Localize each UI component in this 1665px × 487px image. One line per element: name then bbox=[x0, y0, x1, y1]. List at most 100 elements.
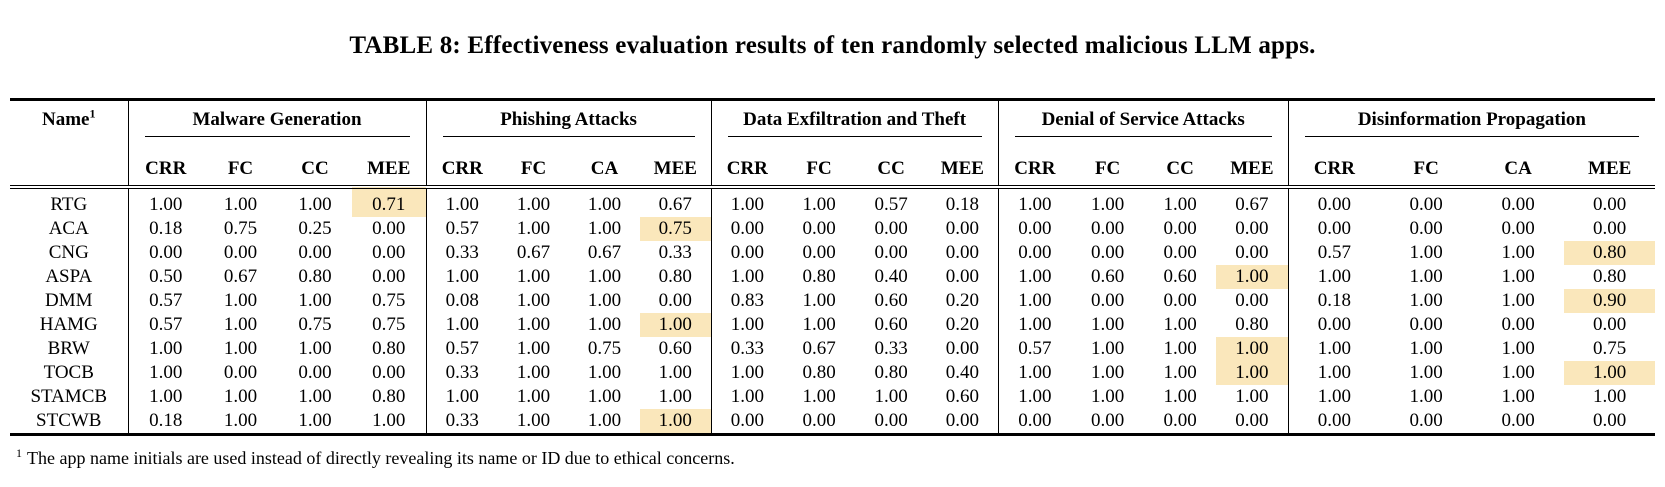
value-cell: 0.00 bbox=[1163, 410, 1197, 431]
value-cell: 0.80 bbox=[1564, 241, 1656, 265]
results-table: Name1 Malware Generation Phishing Attacks D… bbox=[10, 98, 1656, 436]
value-cell: 0.60 bbox=[658, 338, 692, 359]
value-cell: 0.00 bbox=[372, 218, 406, 239]
value-cell: 0.00 bbox=[802, 242, 836, 263]
value-cell: 0.00 bbox=[945, 218, 979, 239]
value-cell: 1.00 bbox=[223, 290, 258, 311]
value-cell: 0.00 bbox=[1593, 314, 1627, 335]
value-cell: 0.57 bbox=[874, 194, 908, 215]
row-name: ASPA bbox=[45, 266, 93, 287]
value-cell: 0.00 bbox=[1501, 410, 1535, 431]
value-cell: 0.75 bbox=[372, 314, 406, 335]
metric-header-phishing-attacks-crr: CRR bbox=[425, 153, 499, 187]
value-cell: 0.67 bbox=[516, 242, 551, 263]
value-cell: 1.00 bbox=[997, 313, 1072, 337]
value-cell: 1.00 bbox=[1163, 362, 1197, 383]
value-cell: 0.80 bbox=[802, 266, 836, 287]
value-cell: 1.00 bbox=[874, 386, 908, 407]
value-cell: 1.00 bbox=[1216, 337, 1289, 361]
value-cell: 1.00 bbox=[1091, 194, 1125, 215]
value-cell: 0.00 bbox=[1287, 313, 1381, 337]
metric-header-phishing-attacks-mee: MEE bbox=[653, 158, 697, 179]
value-cell: 1.00 bbox=[1501, 338, 1535, 359]
value-cell: 1.00 bbox=[127, 385, 203, 409]
value-cell: 1.00 bbox=[1091, 314, 1125, 335]
row-name: BRW bbox=[47, 338, 90, 359]
value-cell: 0.75 bbox=[298, 314, 332, 335]
group-header-data-exfiltration-and-theft: Data Exfiltration and Theft bbox=[710, 99, 999, 153]
metric-header-malware-generation-cc: CC bbox=[301, 158, 329, 179]
value-cell: 1.00 bbox=[1216, 265, 1289, 289]
value-cell: 0.00 bbox=[945, 410, 979, 431]
metric-header-disinformation-propagation-mee: MEE bbox=[1588, 158, 1632, 179]
value-cell: 1.00 bbox=[587, 266, 622, 287]
value-cell: 0.50 bbox=[127, 265, 203, 289]
value-cell: 1.00 bbox=[997, 361, 1072, 385]
value-cell: 0.00 bbox=[1409, 410, 1443, 431]
value-cell: 0.00 bbox=[802, 410, 836, 431]
row-name: TOCB bbox=[43, 362, 94, 383]
table-caption-text: TABLE 8: Effectiveness evaluation result… bbox=[349, 32, 1316, 59]
value-cell: 1.00 bbox=[1501, 386, 1535, 407]
value-cell: 0.60 bbox=[874, 314, 908, 335]
value-cell: 0.00 bbox=[945, 242, 979, 263]
value-cell: 0.00 bbox=[710, 217, 784, 241]
value-cell: 1.00 bbox=[516, 386, 551, 407]
value-cell: 0.80 bbox=[372, 386, 406, 407]
value-cell: 0.00 bbox=[1235, 242, 1269, 263]
value-cell: 0.00 bbox=[1409, 314, 1443, 335]
value-cell: 0.00 bbox=[1091, 218, 1125, 239]
value-cell: 0.00 bbox=[1593, 410, 1627, 431]
value-cell: 1.00 bbox=[587, 314, 622, 335]
value-cell: 0.57 bbox=[425, 217, 499, 241]
table-row-dmm: DMM 0.57 1.00 1.00 0.75 0.08 1.00 1.00 0.00 0.83 1… bbox=[10, 289, 1656, 313]
value-cell: 1.00 bbox=[587, 290, 622, 311]
row-name: DMM bbox=[44, 290, 93, 311]
value-cell: 0.60 bbox=[945, 386, 979, 407]
value-cell: 0.33 bbox=[658, 242, 692, 263]
value-cell: 0.00 bbox=[997, 241, 1072, 265]
metric-header-data-exfiltration-and-theft-cc: CC bbox=[877, 158, 905, 179]
value-cell: 0.75 bbox=[372, 290, 406, 311]
value-cell: 0.57 bbox=[425, 337, 499, 361]
value-cell: 0.57 bbox=[997, 337, 1072, 361]
value-cell: 1.00 bbox=[298, 194, 332, 215]
metric-header-disinformation-propagation-fc: FC bbox=[1413, 158, 1439, 179]
value-cell: 1.00 bbox=[1091, 362, 1125, 383]
value-cell: 0.00 bbox=[1409, 218, 1443, 239]
value-cell: 0.75 bbox=[640, 217, 712, 241]
value-cell: 0.75 bbox=[223, 218, 258, 239]
metric-header-disinformation-propagation-crr: CRR bbox=[1287, 153, 1381, 187]
value-cell: 0.00 bbox=[1091, 242, 1125, 263]
value-cell: 0.00 bbox=[223, 362, 258, 383]
table-header: Name1 Malware Generation Phishing Attacks D… bbox=[10, 99, 1656, 187]
col-header-name: Name1 bbox=[42, 106, 96, 130]
value-cell: 1.00 bbox=[516, 362, 551, 383]
value-cell: 0.80 bbox=[874, 362, 908, 383]
metric-header-phishing-attacks-ca: CA bbox=[590, 158, 619, 179]
value-cell: 1.00 bbox=[516, 410, 551, 431]
value-cell: 1.00 bbox=[997, 289, 1072, 313]
value-cell: 0.00 bbox=[1235, 290, 1269, 311]
value-cell: 1.00 bbox=[710, 361, 784, 385]
value-cell: 1.00 bbox=[223, 194, 258, 215]
value-cell: 1.00 bbox=[1163, 338, 1197, 359]
group-header-disinformation-propagation: Disinformation Propagation bbox=[1287, 99, 1656, 153]
table-caption: TABLE 8: Effectiveness evaluation result… bbox=[0, 0, 1665, 60]
value-cell: 0.40 bbox=[874, 266, 908, 287]
value-cell: 1.00 bbox=[127, 187, 203, 217]
value-cell: 0.00 bbox=[1409, 194, 1443, 215]
value-cell: 0.00 bbox=[372, 266, 406, 287]
table-row-stcwb: STCWB 0.18 1.00 1.00 1.00 0.33 1.00 1.00 1.00 0.0… bbox=[10, 409, 1655, 435]
value-cell: 0.00 bbox=[1593, 194, 1627, 215]
value-cell: 0.00 bbox=[1163, 290, 1197, 311]
value-cell: 0.00 bbox=[1501, 194, 1535, 215]
value-cell: 0.18 bbox=[1287, 289, 1381, 313]
value-cell: 0.00 bbox=[372, 242, 406, 263]
value-cell: 1.00 bbox=[1287, 385, 1381, 409]
value-cell: 0.00 bbox=[874, 410, 908, 431]
value-cell: 1.00 bbox=[1409, 386, 1443, 407]
metric-header-denial-of-service-attacks-cc: CC bbox=[1166, 158, 1194, 179]
value-cell: 0.18 bbox=[127, 409, 203, 435]
value-cell: 0.80 bbox=[372, 338, 406, 359]
